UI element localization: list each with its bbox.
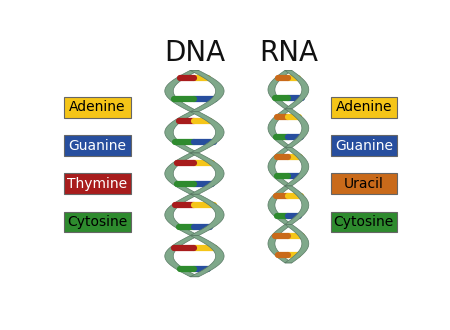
Polygon shape [165, 153, 198, 194]
Text: Uracil: Uracil [344, 177, 384, 191]
Polygon shape [190, 236, 224, 277]
Polygon shape [285, 70, 309, 109]
FancyBboxPatch shape [331, 97, 397, 118]
Polygon shape [268, 70, 292, 109]
Polygon shape [268, 148, 292, 186]
Polygon shape [190, 194, 224, 235]
Polygon shape [190, 153, 224, 194]
FancyBboxPatch shape [64, 173, 130, 194]
Text: Guanine: Guanine [335, 139, 393, 153]
Text: Thymine: Thymine [68, 177, 127, 191]
Polygon shape [268, 109, 292, 147]
Text: Adenine: Adenine [69, 100, 126, 115]
Polygon shape [165, 236, 198, 277]
Polygon shape [268, 224, 292, 263]
Text: Cytosine: Cytosine [68, 215, 127, 229]
Polygon shape [165, 112, 198, 153]
Polygon shape [190, 70, 224, 112]
Text: Guanine: Guanine [68, 139, 126, 153]
Polygon shape [285, 224, 309, 263]
FancyBboxPatch shape [64, 136, 130, 156]
Text: Adenine: Adenine [336, 100, 392, 115]
FancyBboxPatch shape [64, 97, 130, 118]
Polygon shape [285, 186, 309, 224]
Text: Cytosine: Cytosine [334, 215, 394, 229]
Text: DNA: DNA [164, 40, 225, 67]
FancyBboxPatch shape [331, 173, 397, 194]
Polygon shape [268, 186, 292, 224]
Polygon shape [165, 194, 198, 235]
Polygon shape [285, 109, 309, 147]
Polygon shape [285, 148, 309, 186]
Polygon shape [190, 112, 224, 153]
Polygon shape [165, 70, 198, 112]
FancyBboxPatch shape [64, 212, 130, 232]
FancyBboxPatch shape [331, 212, 397, 232]
Text: RNA: RNA [259, 40, 318, 67]
FancyBboxPatch shape [331, 136, 397, 156]
